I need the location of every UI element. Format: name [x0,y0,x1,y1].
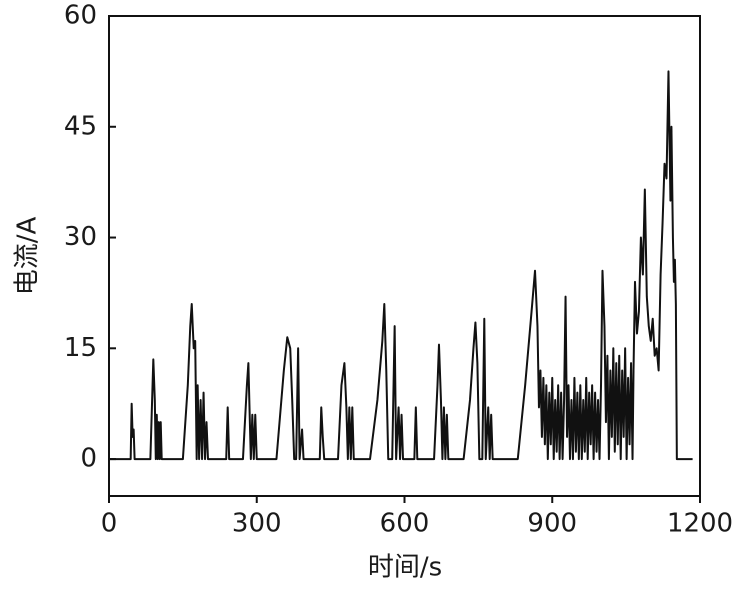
line [109,70,693,461]
x-tick-label: 300 [232,509,282,539]
y-tick-label: 60 [64,1,97,31]
x-axis-label: 时间/s [368,553,442,583]
y-axis-label: 电流/A [13,217,43,296]
y-tick-label: 0 [80,444,97,474]
y-tick-label: 30 [64,222,97,252]
x-tick-label: 900 [527,509,577,539]
x-tick-label: 1200 [667,509,733,539]
x-tick-label: 0 [101,509,118,539]
y-tick-label: 15 [64,333,97,363]
y-tick-label: 45 [64,111,97,141]
x-tick-label: 600 [380,509,430,539]
